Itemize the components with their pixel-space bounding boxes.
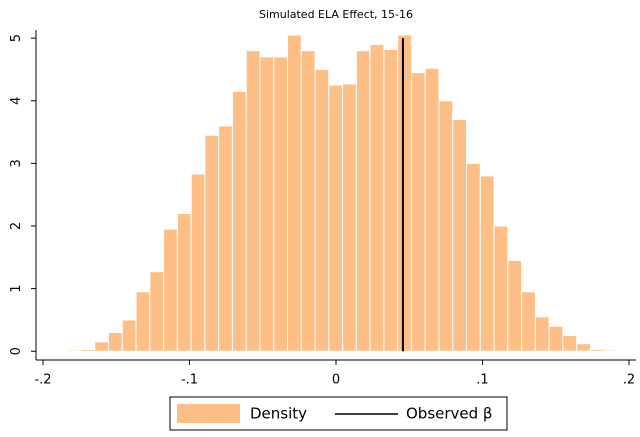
bar xyxy=(163,228,178,352)
bar xyxy=(438,100,454,352)
bar xyxy=(245,50,261,352)
legend-label: Observed β xyxy=(406,405,493,423)
legend-label: Density xyxy=(250,405,307,423)
y-tick-label: 0 xyxy=(9,347,24,355)
bar xyxy=(507,259,523,352)
x-tick-label: .2 xyxy=(623,373,635,388)
bar xyxy=(204,134,220,352)
bar xyxy=(410,72,426,352)
bar xyxy=(94,341,110,352)
bar xyxy=(314,68,330,352)
bar xyxy=(562,335,578,352)
bar xyxy=(273,56,289,352)
bar xyxy=(493,225,509,352)
bar xyxy=(383,48,399,352)
bar xyxy=(108,331,123,352)
bar xyxy=(521,291,536,352)
bar xyxy=(576,343,591,352)
y-tick-label: 2 xyxy=(9,222,24,230)
bar xyxy=(176,212,192,352)
bar xyxy=(369,43,385,352)
legend-swatch xyxy=(177,404,240,423)
bar xyxy=(190,173,206,352)
x-tick-label: 0 xyxy=(332,373,340,388)
x-tick-label: -.2 xyxy=(34,373,51,388)
bar xyxy=(479,175,495,352)
bar xyxy=(466,162,481,352)
bar xyxy=(135,291,151,352)
bar xyxy=(355,50,371,352)
y-tick-label: 3 xyxy=(9,159,24,167)
bar xyxy=(66,349,82,352)
y-tick-label: 5 xyxy=(9,34,24,42)
bar xyxy=(342,83,357,352)
bar xyxy=(534,316,550,352)
bar xyxy=(218,125,233,352)
bar xyxy=(259,56,275,352)
bar xyxy=(300,50,316,352)
x-tick-label: .1 xyxy=(476,373,488,388)
bar xyxy=(121,319,137,352)
bar xyxy=(231,90,247,352)
bar xyxy=(452,119,468,352)
bar xyxy=(548,325,564,352)
bar xyxy=(328,84,344,352)
bar xyxy=(424,67,440,352)
x-tick-label: -.1 xyxy=(181,373,198,388)
bar xyxy=(149,271,165,352)
bar xyxy=(397,34,412,352)
bar xyxy=(287,34,302,352)
bar xyxy=(80,348,96,352)
y-tick-label: 4 xyxy=(9,97,24,105)
chart-title: Simulated ELA Effect, 15-16 xyxy=(259,8,413,21)
y-tick-label: 1 xyxy=(9,284,24,292)
bar xyxy=(603,349,619,352)
bar xyxy=(589,348,605,352)
